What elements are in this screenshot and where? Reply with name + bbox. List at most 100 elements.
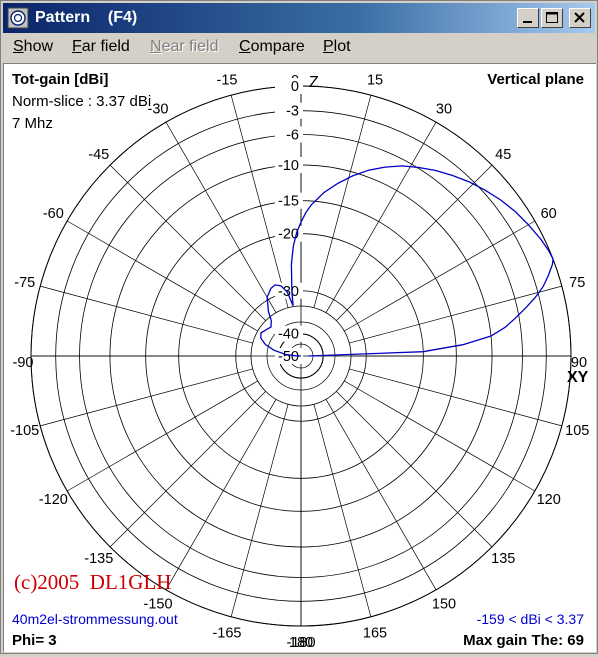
radial-spoke bbox=[344, 220, 536, 332]
radial-spoke bbox=[313, 404, 372, 617]
menu-plot[interactable]: Plot bbox=[323, 38, 351, 56]
menu-compare-rest: ompare bbox=[250, 38, 305, 55]
radial-spoke bbox=[40, 285, 253, 344]
plot-area: -180 -165 -150 -135 -120 -105 -90 -75 -60 -45 -30-… bbox=[3, 63, 596, 652]
angle-tick-label: 180 bbox=[289, 635, 313, 651]
window-title: Pattern (F4) bbox=[35, 9, 138, 26]
max-gain-label: Max gain The: 69 bbox=[463, 632, 584, 649]
angle-tick-label: -135 bbox=[84, 551, 113, 567]
db-tick-label: -40 bbox=[278, 327, 299, 343]
title-bar[interactable]: Pattern (F4) bbox=[3, 3, 595, 33]
menu-compare-accel: C bbox=[239, 38, 251, 55]
angle-tick-label: -180 bbox=[286, 635, 315, 651]
maximize-icon bbox=[546, 12, 558, 23]
db-tick-label: -3 bbox=[286, 104, 299, 120]
angle-tick-label: 135 bbox=[491, 551, 515, 567]
angle-tick-label: -15 bbox=[216, 73, 237, 89]
angle-tick-label: -150 bbox=[143, 597, 172, 613]
radial-spoke bbox=[325, 399, 437, 591]
db-tick-label: -20 bbox=[278, 227, 299, 243]
angle-tick-label: 90 bbox=[571, 355, 587, 371]
radial-spoke bbox=[336, 164, 493, 321]
db-label-bg bbox=[275, 78, 303, 94]
db-labels: 0-3-6-10-15-20-30-40-50 bbox=[275, 78, 303, 365]
angle-tick-label: -90 bbox=[13, 355, 34, 371]
radial-spoke bbox=[109, 164, 266, 321]
norm-slice-label: Norm-slice : 3.37 dBi bbox=[12, 93, 151, 110]
angle-tick-label: -120 bbox=[39, 492, 68, 508]
angle-tick-label: -75 bbox=[14, 275, 35, 291]
phi-label: Phi= 3 bbox=[12, 632, 57, 649]
db-tick-label: -15 bbox=[278, 194, 299, 210]
close-icon bbox=[574, 12, 585, 23]
menu-far-field-accel: F bbox=[72, 38, 82, 55]
frequency-label: 7 Mhz bbox=[12, 115, 53, 132]
radial-spoke bbox=[66, 220, 258, 332]
db-tick-label: -50 bbox=[278, 349, 299, 365]
radial-spoke bbox=[109, 391, 266, 548]
db-label-bg bbox=[275, 325, 303, 342]
plane-label: Vertical plane bbox=[487, 71, 584, 88]
menu-far-field-rest: ar field bbox=[81, 38, 130, 55]
radial-spoke bbox=[165, 121, 277, 313]
db-label-bg bbox=[275, 126, 303, 143]
angle-tick-label: 150 bbox=[432, 597, 456, 613]
quantity-label: Tot-gain [dBi] bbox=[12, 71, 108, 88]
axis-label-xy: XY bbox=[567, 369, 589, 386]
db-label-bg bbox=[275, 348, 303, 364]
angle-labels: -180-165-150-135-120-105-90-75-60-45-30-… bbox=[10, 73, 589, 651]
menu-plot-accel: P bbox=[323, 38, 334, 55]
angle-tick-label: -165 bbox=[212, 625, 241, 641]
menu-bar: Show Far field Near field Compare Plot bbox=[3, 34, 595, 60]
angle-tick-label: 120 bbox=[537, 492, 561, 508]
angle-tick-label: 60 bbox=[541, 206, 557, 222]
filename-label: 40m2el-strommessung.out bbox=[12, 611, 178, 627]
menu-show-rest: how bbox=[23, 38, 54, 55]
angle-tick-label: 15 bbox=[367, 73, 383, 89]
db-label-bg bbox=[275, 156, 303, 173]
maximize-button[interactable] bbox=[541, 8, 563, 28]
db-label-bg bbox=[275, 102, 303, 119]
angle-tick-label: -30 bbox=[148, 101, 169, 117]
radial-spoke bbox=[325, 121, 437, 313]
radial-spoke bbox=[230, 404, 289, 617]
radial-spoke bbox=[349, 285, 562, 344]
angle-tick-label: 75 bbox=[569, 275, 585, 291]
gain-range-label: -159 < dBi < 3.37 bbox=[477, 611, 585, 627]
menu-near-field[interactable]: Near field bbox=[150, 38, 218, 56]
angle-tick-label: 105 bbox=[565, 423, 589, 439]
radial-spoke bbox=[313, 95, 372, 308]
radial-spoke bbox=[344, 380, 536, 492]
angle-tick-label: 165 bbox=[363, 625, 387, 641]
menu-show-accel: S bbox=[13, 38, 24, 55]
db-tick-label: -6 bbox=[286, 128, 299, 144]
minimize-icon bbox=[523, 21, 532, 23]
radiation-pattern-line bbox=[260, 165, 554, 357]
angle-tick-label: 30 bbox=[436, 101, 452, 117]
menu-near-field-accel: N bbox=[150, 38, 162, 55]
radial-spoke bbox=[66, 380, 258, 492]
radial-spoke bbox=[40, 368, 253, 427]
angle-tick-label: -45 bbox=[88, 147, 109, 163]
menu-show[interactable]: Show bbox=[13, 38, 53, 56]
radial-spoke bbox=[349, 368, 562, 427]
radial-spoke bbox=[165, 399, 277, 591]
radial-spoke bbox=[336, 391, 493, 548]
db-label-bg bbox=[275, 192, 303, 209]
close-button[interactable] bbox=[569, 8, 591, 28]
app-icon[interactable] bbox=[7, 7, 29, 29]
db-tick-label: -10 bbox=[278, 158, 299, 174]
copyright-label: (c)2005 DL1GLH bbox=[14, 570, 171, 594]
minimize-button[interactable] bbox=[517, 8, 539, 28]
db-tick-label: 0 bbox=[291, 79, 299, 95]
menu-far-field[interactable]: Far field bbox=[72, 38, 130, 56]
angle-tick-label: -105 bbox=[10, 423, 39, 439]
menu-compare[interactable]: Compare bbox=[239, 38, 305, 56]
menu-plot-rest: lot bbox=[333, 38, 351, 55]
menu-near-field-rest: ear field bbox=[161, 38, 219, 55]
polar-chart: -180-165-150-135-120-105-90-75-60-45-30-… bbox=[10, 71, 589, 651]
angle-tick-label: 45 bbox=[495, 147, 511, 163]
angle-tick-label: -60 bbox=[43, 206, 64, 222]
radial-spoke bbox=[230, 95, 289, 308]
